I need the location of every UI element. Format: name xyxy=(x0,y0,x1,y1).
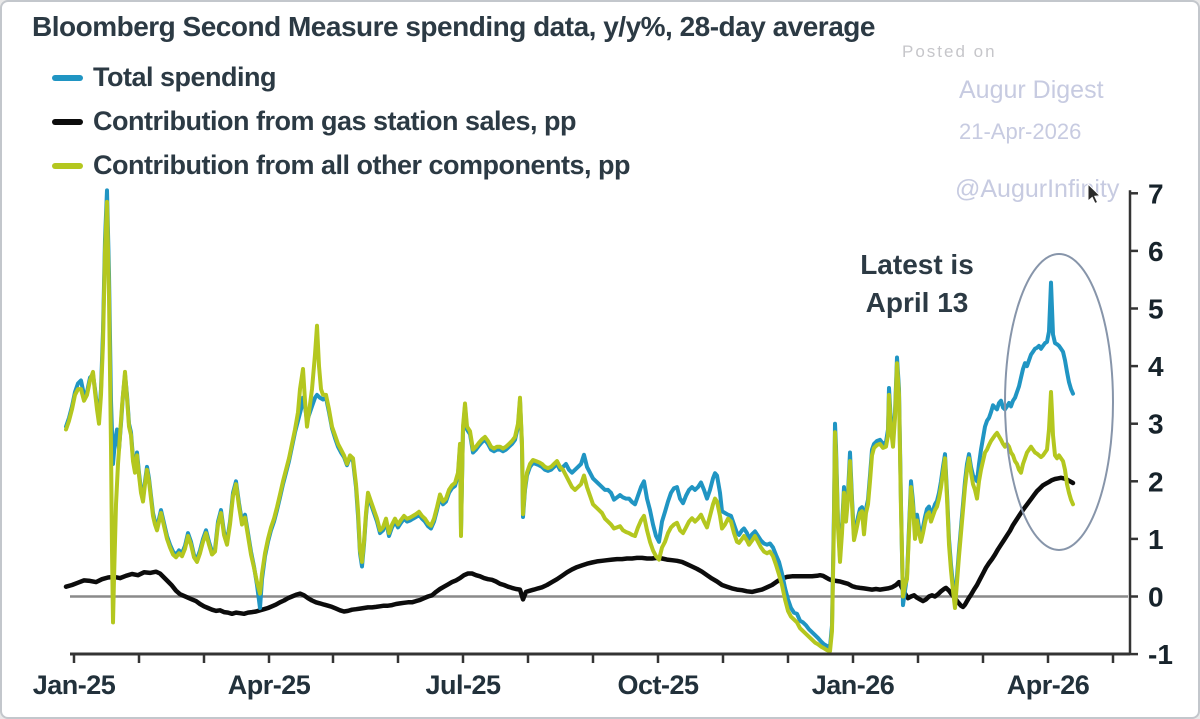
legend-item-other-contribution: Contribution from all other components, … xyxy=(52,150,630,181)
y-tick-label: -1 xyxy=(1148,639,1173,670)
x-tick-label: Oct-25 xyxy=(617,670,699,700)
total-spending-swatch-icon xyxy=(52,74,83,81)
legend-label: Contribution from gas station sales, pp xyxy=(93,106,577,136)
x-tick-label: Apr-26 xyxy=(1007,670,1090,700)
annotation-line1: Latest is xyxy=(860,249,974,280)
annotation-line2: April 13 xyxy=(865,286,969,318)
watermark-posted-on: Posted on xyxy=(902,42,997,61)
latest-date-annotation: Latest is April 13 xyxy=(817,246,1017,322)
other-contribution-swatch-icon xyxy=(52,162,83,169)
y-tick-label: 5 xyxy=(1148,294,1164,325)
x-tick-label: Jan-26 xyxy=(812,670,895,700)
x-tick-label: Jul-25 xyxy=(425,670,501,700)
y-tick-label: 3 xyxy=(1148,409,1164,440)
chart-title: Bloomberg Second Measure spending data, … xyxy=(32,11,875,42)
watermark-source: Augur Digest xyxy=(959,76,1104,104)
y-tick-label: 1 xyxy=(1148,524,1164,555)
mouse-cursor-icon xyxy=(1087,182,1102,205)
latest-data-highlight-ellipse xyxy=(1004,253,1114,551)
legend-label: Total spending xyxy=(93,62,277,92)
y-tick-label: 7 xyxy=(1148,178,1164,209)
y-tick-label: 0 xyxy=(1148,582,1164,613)
watermark-date: 21-Apr-2026 xyxy=(959,119,1082,144)
legend-label: Contribution from all other components, … xyxy=(93,150,630,180)
legend-item-gas-contribution: Contribution from gas station sales, pp xyxy=(52,106,630,137)
legend-item-total-spending: Total spending xyxy=(52,62,630,93)
gas-contribution-swatch-icon xyxy=(52,118,83,125)
x-tick-label: Apr-25 xyxy=(228,670,311,700)
y-tick-label: 4 xyxy=(1148,351,1164,382)
y-tick-label: 6 xyxy=(1148,236,1164,267)
y-tick-label: 2 xyxy=(1148,466,1164,497)
series-line-other xyxy=(64,199,1075,654)
chart-legend: Total spending Contribution from gas sta… xyxy=(52,62,630,181)
x-tick-label: Jan-25 xyxy=(33,670,116,700)
